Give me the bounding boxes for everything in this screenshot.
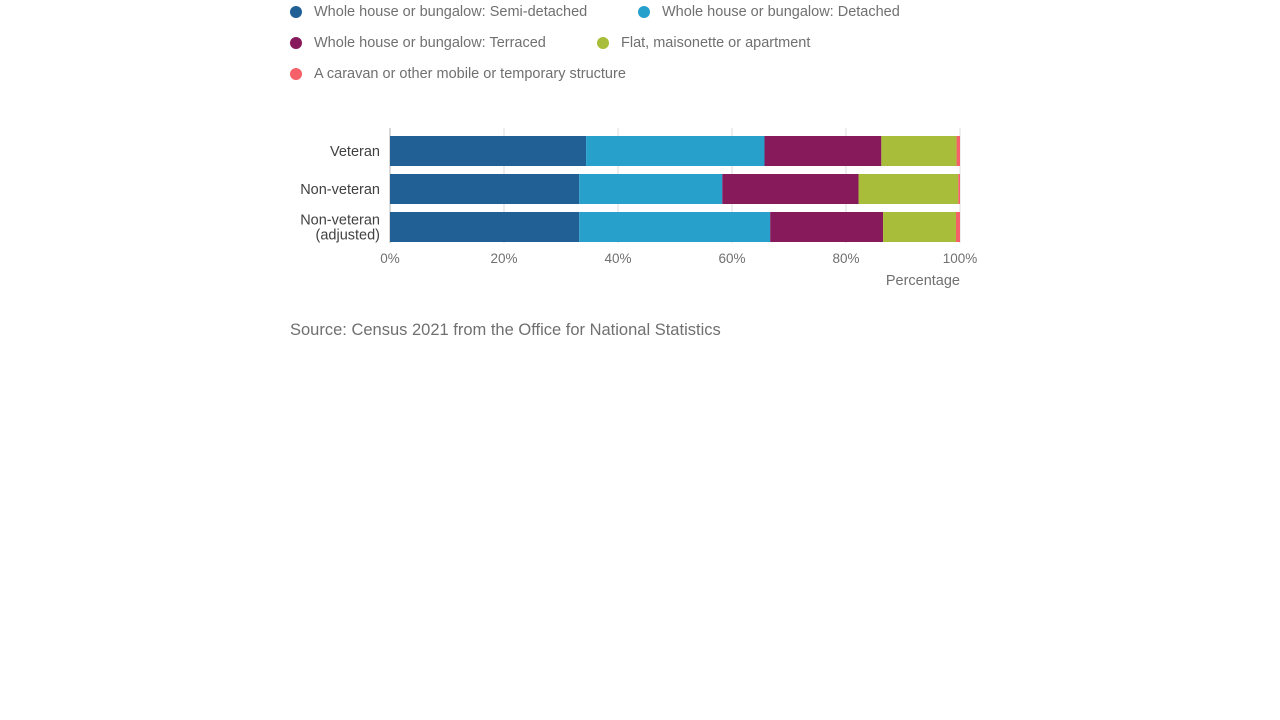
- legend-item: Whole house or bungalow: Semi-detached: [290, 4, 587, 20]
- bar-segment: [770, 212, 884, 242]
- legend-label: Whole house or bungalow: Terraced: [314, 35, 546, 51]
- bar-segment: [956, 136, 960, 166]
- legend-label: Flat, maisonette or apartment: [621, 35, 811, 51]
- bar-segment: [958, 174, 960, 204]
- bar-segment: [579, 212, 771, 242]
- legend-item: Whole house or bungalow: Detached: [638, 4, 900, 20]
- legend-label: Whole house or bungalow: Detached: [662, 4, 900, 20]
- x-axis-title: Percentage: [886, 273, 960, 289]
- x-tick-label: 40%: [604, 251, 631, 266]
- category-label-line: Non-veteran: [300, 182, 380, 198]
- bar-segment: [722, 174, 859, 204]
- bar-segment: [390, 212, 580, 242]
- bar-segment: [390, 174, 580, 204]
- bar-segment: [881, 136, 957, 166]
- legend-marker: [290, 68, 302, 80]
- bar-segment: [586, 136, 765, 166]
- legend-marker: [597, 37, 609, 49]
- legend-marker: [290, 6, 302, 18]
- category-label: Non-veteran: [300, 182, 380, 198]
- x-tick-label: 100%: [943, 251, 978, 266]
- category-label: Veteran: [330, 144, 380, 160]
- x-tick-label: 20%: [490, 251, 517, 266]
- category-label-line: Non-veteran: [300, 213, 380, 229]
- bar-segment: [579, 174, 723, 204]
- source-note: Source: Census 2021 from the Office for …: [290, 321, 721, 339]
- bar-segment: [956, 212, 960, 242]
- category-label: Non-veteran (adjusted): [300, 213, 380, 244]
- bar-segment: [390, 136, 587, 166]
- bar-segment: [858, 174, 959, 204]
- legend-item: A caravan or other mobile or temporary s…: [290, 66, 626, 82]
- legend-label: Whole house or bungalow: Semi-detached: [314, 4, 588, 20]
- x-tick-label: 60%: [718, 251, 745, 266]
- legend-marker: [290, 37, 302, 49]
- x-tick-label: 80%: [832, 251, 859, 266]
- legend-label: A caravan or other mobile or temporary s…: [314, 66, 626, 82]
- category-label-line: (adjusted): [316, 228, 380, 244]
- legend-marker: [638, 6, 650, 18]
- bar-segment: [764, 136, 882, 166]
- bar-segment: [883, 212, 957, 242]
- legend-item: Flat, maisonette or apartment: [597, 35, 810, 51]
- x-tick-label: 0%: [380, 251, 400, 266]
- category-label-line: Veteran: [330, 144, 380, 160]
- legend-item: Whole house or bungalow: Terraced: [290, 35, 546, 51]
